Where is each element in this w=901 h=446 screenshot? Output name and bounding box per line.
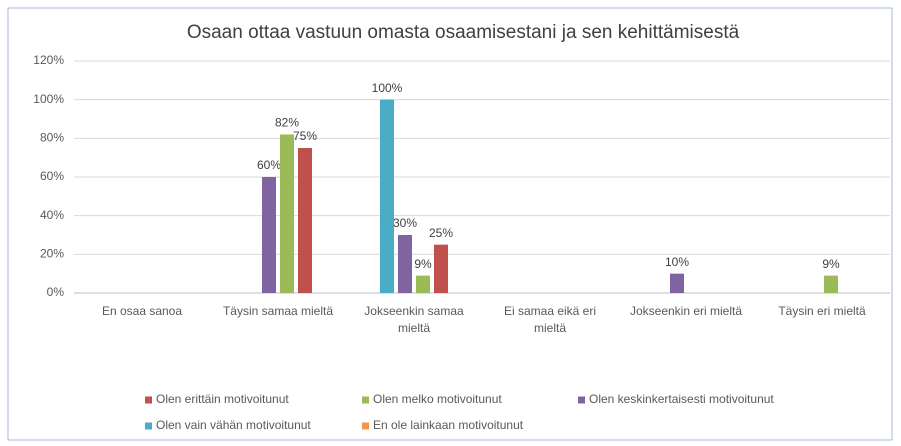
y-tick-label: 100% <box>33 92 64 106</box>
legend-swatch <box>362 422 369 430</box>
legend-label: Olen keskinkertaisesti motivoitunut <box>589 392 774 406</box>
legend-swatch <box>145 422 152 430</box>
x-tick-label: Jokseenkin eri mieltä <box>630 304 742 318</box>
y-tick-label: 120% <box>33 53 64 67</box>
data-label: 100% <box>372 81 403 95</box>
legend-swatch <box>578 396 585 404</box>
y-tick-label: 80% <box>40 131 64 145</box>
bar <box>298 148 312 293</box>
data-label: 10% <box>665 255 689 269</box>
x-tick-label-line: Jokseenkin samaa <box>364 304 464 318</box>
data-label: 60% <box>257 158 281 172</box>
legend-swatch <box>145 396 152 404</box>
legend-swatch <box>362 396 369 404</box>
legend-label: Olen melko motivoitunut <box>373 392 502 406</box>
bar <box>380 99 394 294</box>
legend-label: En ole lainkaan motivoitunut <box>373 418 524 432</box>
y-tick-label: 40% <box>40 208 64 222</box>
bar <box>280 134 294 293</box>
x-tick-label: Täysin eri mieltä <box>778 304 866 318</box>
data-label: 25% <box>429 226 453 240</box>
x-tick-label: Jokseenkin samaa mieltä <box>364 304 464 335</box>
y-tick-label: 60% <box>40 169 64 183</box>
data-label: 9% <box>414 257 432 271</box>
bar <box>824 275 838 293</box>
data-label: 9% <box>822 257 840 271</box>
data-label: 82% <box>275 116 299 130</box>
x-tick-label: En osaa sanoa <box>102 304 182 318</box>
x-tick-label-line: mieltä <box>398 321 430 335</box>
x-tick-label-line: Ei samaa eikä eri <box>504 304 596 318</box>
data-label: 30% <box>393 216 417 230</box>
chart-border <box>7 7 893 441</box>
y-tick-label: 0% <box>47 285 65 299</box>
legend-label: Olen erittäin motivoitunut <box>156 392 289 406</box>
x-tick-label: Ei samaa eikä eri mieltä <box>504 304 596 335</box>
bar <box>416 275 430 293</box>
bar <box>398 235 412 293</box>
bar <box>262 177 276 293</box>
chart-title: Osaan ottaa vastuun omasta osaamisestani… <box>187 22 740 43</box>
y-tick-label: 20% <box>40 247 64 261</box>
legend-label: Olen vain vähän motivoitunut <box>156 418 311 432</box>
bar <box>434 244 448 293</box>
data-label: 75% <box>293 129 317 143</box>
bar <box>670 273 684 293</box>
x-tick-label-line: mieltä <box>534 321 566 335</box>
x-tick-label: Täysin samaa mieltä <box>223 304 333 318</box>
